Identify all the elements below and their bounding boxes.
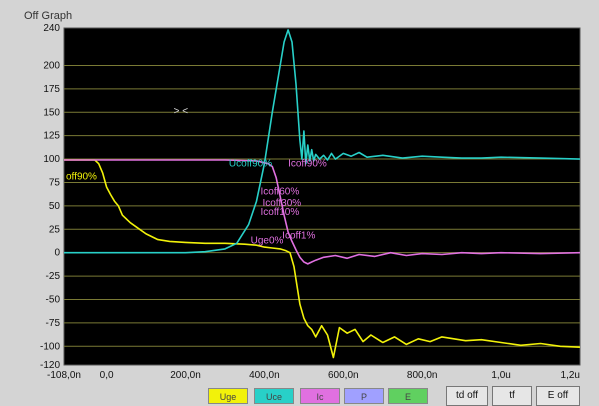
legend-toggle-uce[interactable]: Uce bbox=[254, 388, 294, 404]
marker-label: Uge0% bbox=[251, 235, 284, 246]
x-tick-label: 1,2u bbox=[561, 370, 580, 381]
series-line-ic bbox=[64, 159, 581, 265]
x-tick-label: 1,0u bbox=[491, 370, 510, 381]
y-tick-label: -50 bbox=[46, 294, 61, 305]
y-tick-label: -100 bbox=[40, 341, 60, 352]
graph-title: Off Graph bbox=[24, 10, 73, 22]
tf-button[interactable]: tf bbox=[492, 386, 532, 406]
y-tick-label: 150 bbox=[43, 107, 60, 118]
marker-label: Icoff10% bbox=[260, 207, 299, 218]
series-line-uce bbox=[64, 29, 581, 254]
y-tick-label: 240 bbox=[43, 23, 60, 34]
series-line-uge bbox=[64, 159, 581, 359]
y-tick-label: 25 bbox=[49, 224, 61, 235]
plot-area bbox=[63, 27, 581, 366]
y-tick-label: 75 bbox=[49, 177, 61, 188]
y-tick-label: 50 bbox=[49, 201, 61, 212]
x-tick-label: 800,0n bbox=[407, 370, 438, 381]
y-tick-label: 200 bbox=[43, 60, 60, 71]
y-tick-label: -75 bbox=[46, 318, 61, 329]
legend-toggle-p[interactable]: P bbox=[344, 388, 384, 404]
marker-label: Icoff30% bbox=[262, 198, 301, 209]
x-tick-label: 400,0n bbox=[249, 370, 280, 381]
x-tick-label: 200,0n bbox=[170, 370, 201, 381]
x-tick-label: -108,0n bbox=[47, 370, 81, 381]
e-off-button[interactable]: E off bbox=[536, 386, 580, 406]
marker-label: Icoff1% bbox=[282, 231, 315, 242]
marker-label: Ucoff90% bbox=[229, 159, 272, 170]
x-tick-label: 600,0n bbox=[328, 370, 359, 381]
marker-label: Icoff90% bbox=[288, 159, 327, 170]
cursor-mark-icon: > < bbox=[174, 106, 189, 117]
y-tick-label: 0 bbox=[54, 248, 60, 259]
x-tick-label: 0,0 bbox=[100, 370, 114, 381]
legend-toggle-uge[interactable]: Uge bbox=[208, 388, 248, 404]
marker-label: off90% bbox=[66, 172, 97, 183]
y-tick-label: 100 bbox=[43, 154, 60, 165]
y-tick-label: 175 bbox=[43, 84, 60, 95]
td-off-button[interactable]: td off bbox=[446, 386, 488, 406]
y-tick-label: -25 bbox=[46, 271, 61, 282]
y-tick-label: 125 bbox=[43, 131, 60, 142]
legend-toggle-e[interactable]: E bbox=[388, 388, 428, 404]
legend-toggle-ic[interactable]: Ic bbox=[300, 388, 340, 404]
marker-label: Icoff60% bbox=[260, 187, 299, 198]
y-tick-label: -120 bbox=[40, 360, 60, 371]
